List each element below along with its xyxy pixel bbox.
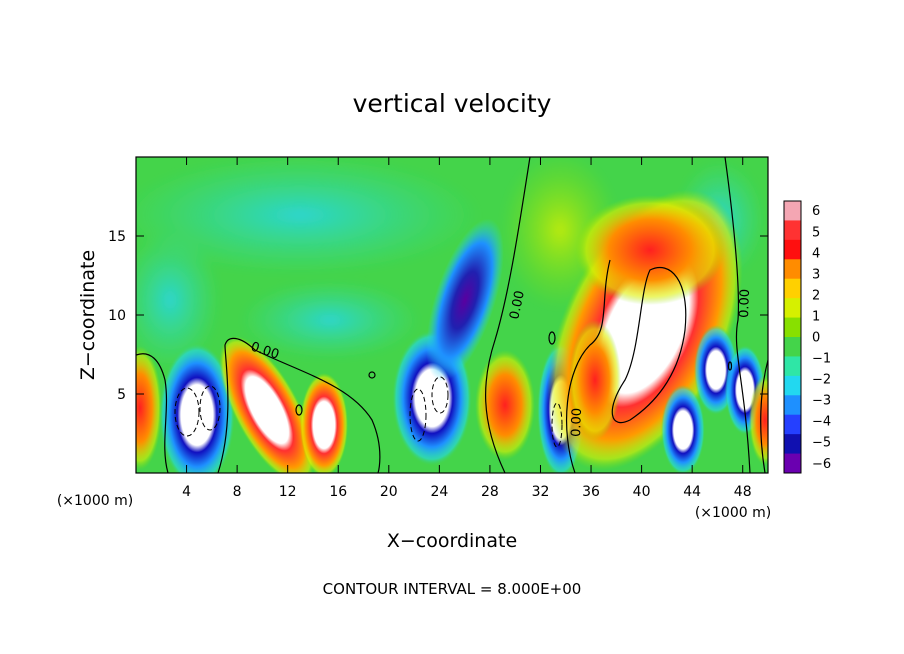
updraft-cell: [575, 195, 725, 305]
zero-contours: [136, 157, 768, 473]
x-tick-label: 16: [329, 484, 347, 500]
field-cells: [136, 189, 768, 473]
colorbar-label: 5: [812, 225, 820, 240]
x-tick-label: 24: [430, 484, 448, 500]
downdraft-cell: [159, 343, 235, 473]
updraft-cell: [219, 336, 315, 473]
colorbar-swatch: [784, 278, 801, 299]
updraft-cell: [569, 320, 621, 440]
updraft-cell: [749, 375, 768, 465]
contour-label: 0.00: [569, 408, 585, 437]
colorbar-label: −5: [812, 436, 831, 451]
colorbar-label: 6: [812, 204, 820, 219]
colorbar: 6 5 4 3 2 1 0 −1 −2 −3 −4 −5 −6: [783, 200, 831, 474]
colorbar-label: 4: [812, 246, 820, 261]
x-axis-label: X−coordinate: [387, 530, 517, 552]
x-tick-label: 48: [734, 484, 752, 500]
x-tick-label: 32: [532, 484, 550, 500]
x-tick-label: 20: [380, 484, 398, 500]
downdraft-cell: [426, 218, 504, 382]
x-tick-label: 12: [279, 484, 297, 500]
chart-title: vertical velocity: [353, 89, 552, 118]
y-tick-label: 10: [108, 308, 126, 324]
colorbar-frame: [783, 200, 802, 474]
colorbar-label: −4: [812, 415, 831, 430]
colorbar-swatch: [784, 317, 801, 338]
colorbar-label: 1: [812, 309, 820, 324]
plot-area: 0.00 0.00 0.00 0.00: [136, 157, 768, 473]
colorbar-label: −1: [812, 352, 831, 367]
colorbar-label: 2: [812, 288, 820, 303]
updraft-cell: [300, 373, 348, 473]
colorbar-label: −3: [812, 394, 831, 409]
contour-label: 0.00: [507, 289, 528, 320]
negative-contours: [174, 376, 563, 448]
y-tick-label: 5: [117, 387, 126, 403]
y-axis: 5 10 15: [108, 229, 768, 403]
contour-interval: CONTOUR INTERVAL = 8.000E+00: [323, 580, 582, 598]
x-axis: 4 8 12 16 20 24 28 32 36 40 44 48: [182, 157, 752, 500]
colorbar-swatch: [784, 239, 801, 260]
colorbar-label: −2: [812, 373, 831, 388]
x-unit-right: (×1000 m): [695, 505, 771, 521]
x-unit-left: (×1000 m): [57, 493, 133, 509]
x-tick-label: 40: [633, 484, 651, 500]
colorbar-swatch: [784, 356, 801, 377]
downdraft-cell: [661, 385, 705, 473]
colorbar-swatch: [784, 337, 801, 357]
colorbar-label: −6: [812, 457, 831, 472]
colorbar-label: 3: [812, 267, 820, 282]
x-tick-label: 36: [582, 484, 600, 500]
colorbar-swatch: [784, 375, 801, 396]
x-tick-label: 28: [481, 484, 499, 500]
colorbar-swatch: [784, 414, 801, 435]
colorbar-swatch: [784, 259, 801, 280]
y-tick-label: 15: [108, 229, 126, 245]
y-axis-label: Z−coordinate: [77, 250, 99, 380]
colorbar-label: 0: [812, 331, 820, 346]
colorbar-swatch: [784, 220, 801, 241]
x-tick-label: 4: [182, 484, 191, 500]
updraft-cell: [136, 346, 162, 470]
colorbar-swatch: [784, 395, 801, 416]
colorbar-swatch: [784, 298, 801, 319]
colorbar-swatch: [784, 434, 801, 455]
x-tick-label: 44: [683, 484, 701, 500]
colorbar-swatch: [784, 453, 801, 474]
field-background: [136, 157, 765, 370]
contour-label: 0.00: [737, 289, 753, 318]
updraft-cell: [475, 350, 535, 460]
colorbar-swatch: [784, 201, 801, 221]
x-tick-label: 8: [233, 484, 242, 500]
